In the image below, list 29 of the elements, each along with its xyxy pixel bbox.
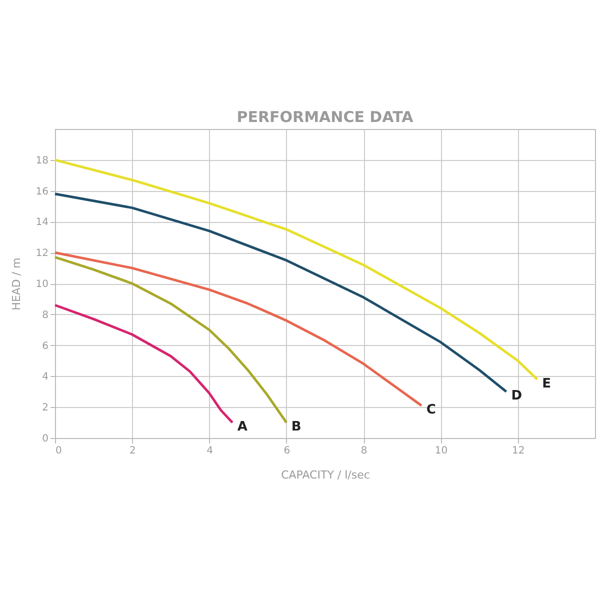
series-label: A [237,420,248,435]
series-label: B [291,420,302,435]
line-series [54,192,508,393]
x-tick-label: 6 [284,446,290,456]
y-tick-label: 14 [36,217,48,228]
x-tick-label: 2 [129,446,136,456]
y-tick-label: 18 [36,155,48,166]
x-tick-label: 0 [56,446,62,456]
series-label: D [511,388,522,404]
y-tick-label: 6 [42,340,48,352]
series-label: C [426,402,436,418]
x-tick-label: 8 [360,446,368,456]
chart-title: PERFORMANCE DATA [236,108,414,126]
y-tick-label: 10 [36,279,48,290]
y-tick-label: 12 [36,248,48,260]
x-tick-label: 12 [512,446,525,456]
x-axis-title: CAPACITY / l/sec [281,468,370,482]
y-tick-label: 16 [36,186,48,198]
y-tick-label: 4 [42,372,48,383]
series-label: E [542,376,552,392]
line-series [54,251,423,407]
x-tick-label: 4 [206,446,213,456]
line-series [54,158,538,381]
y-tick-label: 2 [42,402,48,414]
y-tick-label: 8 [42,310,48,321]
y-axis-title: HEAD / m [10,258,23,310]
line-series [54,304,234,424]
y-tick-label: 0 [42,434,48,444]
x-tick-label: 10 [434,446,448,456]
